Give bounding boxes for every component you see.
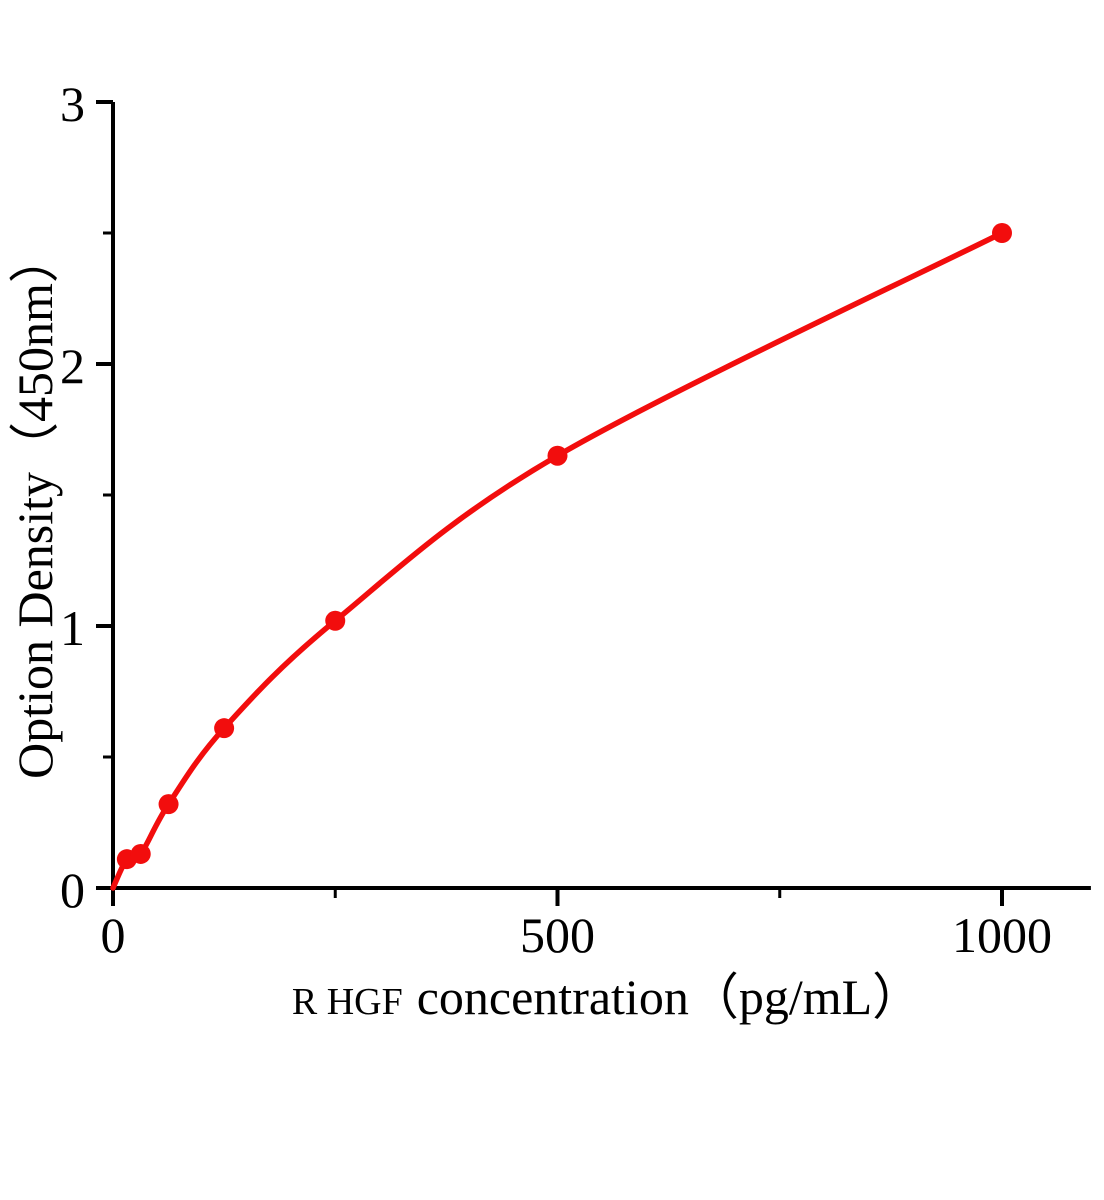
data-point-marker xyxy=(214,718,235,739)
y-axis-title: Option Density（450nm） xyxy=(7,233,63,779)
y-axis-tick-label: 1 xyxy=(60,600,85,656)
standard-curve-line xyxy=(110,230,1005,891)
x-axis-title-prefix: R HGF xyxy=(291,981,403,1023)
data-point-marker xyxy=(992,223,1012,243)
x-axis-tick-label: 0 xyxy=(101,907,126,963)
y-axis-tick-label: 3 xyxy=(60,76,85,132)
x-axis-tick-label: 500 xyxy=(520,907,595,963)
y-axis-tick-label: 2 xyxy=(60,338,85,394)
data-point-marker xyxy=(158,794,179,815)
y-axis-tick-label: 0 xyxy=(60,862,85,918)
data-point-marker xyxy=(130,843,151,864)
data-point-marker xyxy=(325,610,346,631)
data-series-layer xyxy=(110,223,1012,891)
x-axis-tick-label: 1000 xyxy=(952,907,1052,963)
axes-layer: 0 500 1000 0 1 2 3 xyxy=(60,76,1091,963)
x-axis-title: R HGF concentration（pg/mL） xyxy=(292,957,922,1029)
x-axis-title-main: concentration（pg/mL） xyxy=(416,969,923,1025)
data-point-marker xyxy=(547,445,568,466)
